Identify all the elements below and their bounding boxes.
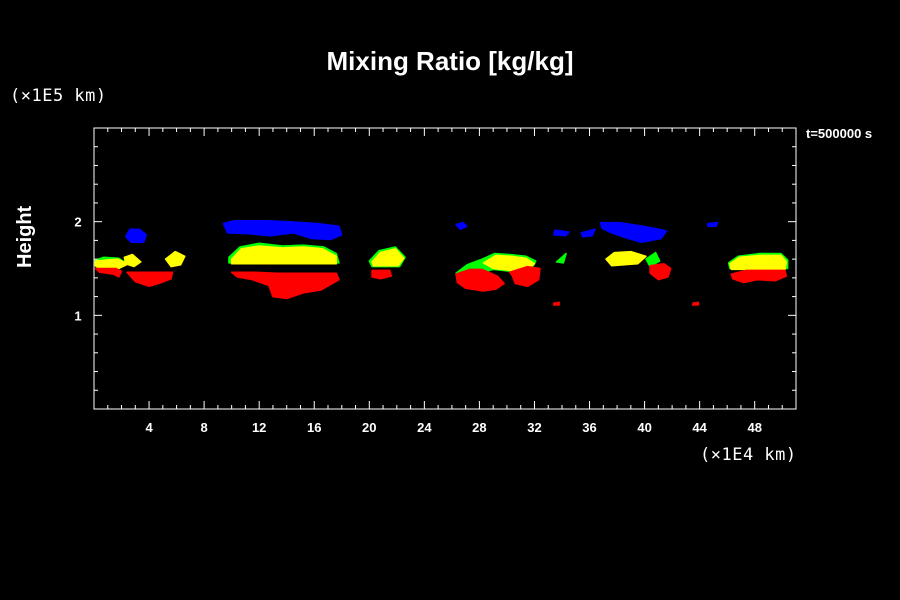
y-axis-unit: (×1E5 km) [10,86,107,106]
contour-region-blue [580,228,596,238]
contour-region-red [552,301,560,306]
x-tick-label: 8 [201,420,208,435]
x-tick-label: 36 [582,420,596,435]
contour-region-red [508,265,541,288]
contour-region-blue [599,221,668,244]
contour-region-red [94,267,123,278]
contour-region-yellow [94,258,130,270]
contour-region-blue [552,229,570,237]
x-tick-label: 20 [362,420,376,435]
contour-region-green [555,252,567,264]
contour-region-red [371,269,393,280]
chart-title: Mixing Ratio [kg/kg] [326,46,574,76]
y-tick-label: 1 [74,308,81,323]
contour-region-red [230,271,340,300]
contour-region-red [455,268,505,292]
y-tick-label: 2 [74,215,81,230]
time-label: t=500000 s [806,126,873,141]
x-tick-label: 44 [692,420,707,435]
x-tick-label: 32 [527,420,541,435]
contour-region-blue [707,221,719,228]
contour-region-yellow [230,245,338,265]
contour-region-yellow [123,253,142,268]
contour-region-red [649,263,672,281]
x-tick-label: 40 [637,420,651,435]
x-tick-label: 28 [472,420,486,435]
contour-region-yellow [605,250,647,267]
x-tick-label: 48 [747,420,761,435]
plot-frame [93,127,797,410]
x-tick-label: 24 [417,420,432,435]
contour-region-blue [124,228,148,244]
contour-region-yellow [371,248,405,267]
contour-region-red [730,269,788,284]
x-tick-label: 16 [307,420,321,435]
x-tick-label: 12 [252,420,266,435]
contour-region-blue [222,219,343,241]
contour-region-yellow [729,254,788,271]
contour-region-yellow [482,254,536,272]
contour-region-yellow [164,250,186,268]
contour-region-red [692,301,700,306]
contour-region-red [126,271,174,288]
x-tick-label: 4 [145,420,153,435]
contour-region-green [645,251,661,268]
contour-region-blue [455,221,468,230]
x-axis-unit: (×1E4 km) [700,445,797,465]
